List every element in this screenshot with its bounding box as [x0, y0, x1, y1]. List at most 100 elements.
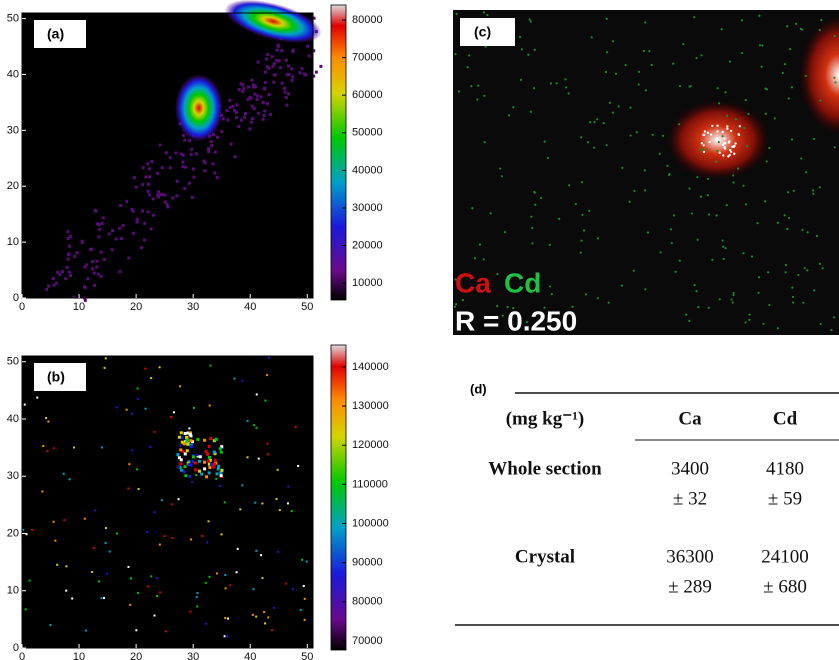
ca-dot: [723, 137, 725, 139]
cd-dot: [501, 175, 503, 177]
cd-dot: [756, 222, 758, 224]
heatmap-pixel: [264, 400, 266, 402]
cd-dot: [748, 319, 750, 321]
cd-dot: [761, 66, 763, 68]
heatmap-pixel: [69, 235, 72, 238]
x-tick-label: 50: [301, 651, 313, 660]
heatmap-pixel: [176, 453, 179, 456]
cd-dot: [732, 292, 734, 294]
cd-dot: [822, 267, 824, 269]
heatmap-pixel: [47, 421, 49, 423]
element-label: Cd: [504, 267, 541, 298]
heatmap-pixel: [283, 87, 286, 90]
cd-dot: [615, 73, 617, 75]
heatmap-pixel: [91, 571, 93, 573]
heatmap-pixel: [203, 461, 206, 464]
heatmap-pixel: [152, 197, 155, 200]
ca-dot: [739, 125, 741, 127]
heatmap-pixel: [257, 112, 260, 115]
cd-dot: [759, 44, 761, 46]
cd-dot: [666, 165, 668, 167]
heatmap-pixel: [194, 468, 197, 471]
cd-dot: [645, 89, 647, 91]
heatmap-pixel: [150, 575, 152, 577]
heatmap-pixel: [120, 237, 123, 240]
ca-dot: [718, 152, 720, 154]
heatmap-pixel: [98, 580, 100, 582]
cd-dot: [688, 187, 690, 189]
heatmap-pixel: [208, 466, 211, 469]
cd-dot: [711, 259, 713, 261]
cd-dot: [468, 54, 470, 56]
heatmap-pixel: [295, 426, 297, 428]
ca-dot: [730, 130, 732, 132]
cd-dot: [742, 185, 744, 187]
cd-dot: [777, 327, 779, 329]
cd-dot: [804, 267, 806, 269]
y-tick-label: 30: [7, 124, 19, 136]
heatmap-pixel: [102, 216, 105, 219]
cd-dot: [732, 174, 734, 176]
cd-dot: [483, 258, 485, 260]
heatmap-pixel: [249, 97, 252, 100]
cd-dot: [606, 18, 608, 20]
heatmap-pixel: [301, 559, 303, 561]
heatmap-pixel: [256, 393, 258, 395]
heatmap-pixel: [257, 61, 260, 64]
heatmap-pixel: [220, 130, 223, 133]
heatmap-pixel: [183, 470, 186, 473]
heatmap-pixel: [291, 75, 294, 78]
heatmap-pixel: [205, 475, 208, 478]
heatmap-pixel: [248, 127, 251, 130]
heatmap-pixel: [190, 445, 193, 448]
cd-dot: [807, 231, 809, 233]
heatmap-pixel: [264, 81, 267, 84]
colorbar-tick-label: 60000: [352, 89, 383, 101]
colorbar-tick-label: 10000: [352, 277, 383, 289]
cd-dot: [707, 194, 709, 196]
cd-dot: [697, 239, 699, 241]
ca-dot: [701, 142, 703, 144]
cd-dot: [737, 167, 739, 169]
heatmap-pixel: [69, 274, 72, 277]
heatmap-pixel: [73, 446, 75, 448]
heatmap-pixel: [137, 592, 139, 594]
cd-dot: [764, 88, 766, 90]
heatmap-pixel: [301, 67, 304, 70]
heatmap-pixel: [69, 478, 71, 480]
heatmap-pixel: [101, 446, 103, 448]
cd-dot: [723, 258, 725, 260]
heatmap-pixel: [189, 611, 191, 613]
heatmap-pixel: [244, 112, 247, 115]
y-tick-label: 20: [7, 527, 19, 539]
heatmap-pixel: [184, 432, 187, 435]
heatmap-pixel: [267, 67, 270, 70]
cd-dot: [758, 276, 760, 278]
heatmap-pixel: [241, 484, 243, 486]
heatmap-pixel: [262, 118, 265, 121]
heatmap-pixel: [25, 608, 27, 610]
heatmap-pixel: [73, 255, 76, 258]
cd-dot: [762, 323, 764, 325]
cd-dot: [458, 90, 460, 92]
cd-dot: [474, 257, 476, 259]
heatmap-pixel: [137, 387, 139, 389]
heatmap-pixel: [89, 248, 92, 251]
heatmap-pixel: [173, 411, 175, 413]
cd-dot: [834, 35, 836, 37]
cd-dot: [741, 19, 743, 21]
heatmap-pixel: [47, 285, 50, 288]
heatmap-pixel: [226, 635, 228, 637]
cd-dot: [735, 118, 737, 120]
cd-dot: [788, 217, 790, 219]
heatmap-pixel: [50, 624, 52, 626]
heatmap-pixel: [266, 443, 268, 445]
heatmap-pixel: [200, 473, 203, 476]
cd-dot: [668, 173, 670, 175]
ca-dot: [722, 154, 724, 156]
heatmap-pixel: [135, 186, 138, 189]
heatmap-pixel: [127, 488, 129, 490]
colorbar-tick-label: 50000: [352, 127, 383, 139]
heatmap-pixel: [171, 197, 174, 200]
cd-dot: [629, 107, 631, 109]
